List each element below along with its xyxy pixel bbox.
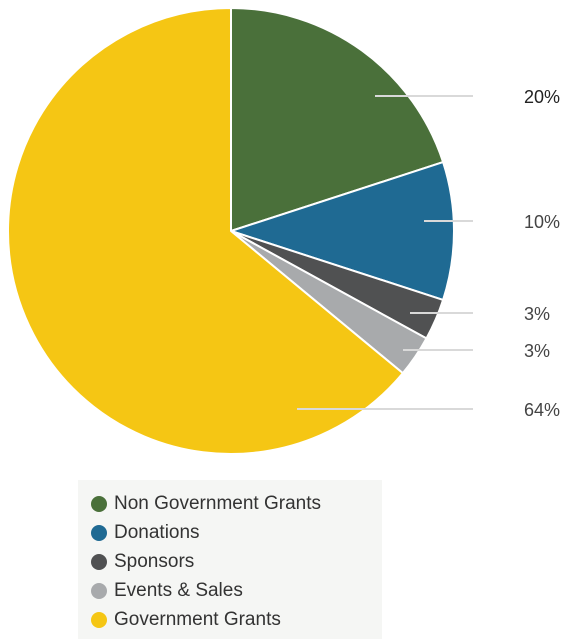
legend-item-events-and-sales: Events & Sales [91, 576, 382, 605]
percentage-labels: 20% 10% 3% 3% 64% [524, 87, 560, 420]
legend-swatch-non-government-grants [91, 495, 107, 512]
percent-label-government-grants: 64% [524, 400, 560, 420]
percent-label-events-and-sales: 3% [524, 341, 550, 361]
legend-label-sponsors: Sponsors [114, 550, 195, 572]
legend: Non Government Grants Donations Sponsors… [78, 480, 382, 639]
percent-label-non-government-grants: 20% [524, 87, 560, 107]
pie-slice-non-government-grants [230, 7, 445, 232]
pie-slice-government-grants [7, 7, 404, 455]
legend-swatch-sponsors [91, 553, 107, 570]
legend-item-donations: Donations [91, 518, 382, 547]
legend-swatch-government-grants [91, 611, 107, 628]
legend-item-non-government-grants: Non Government Grants [91, 489, 382, 518]
legend-item-sponsors: Sponsors [91, 547, 382, 576]
legend-swatch-donations [91, 524, 107, 541]
legend-label-non-government-grants: Non Government Grants [114, 492, 321, 514]
legend-label-events-and-sales: Events & Sales [114, 579, 243, 601]
pie-slice-donations [230, 161, 456, 301]
legend-label-government-grants: Government Grants [114, 608, 281, 630]
legend-label-donations: Donations [114, 521, 200, 543]
legend-swatch-events-and-sales [91, 582, 107, 599]
pie-slices [7, 7, 456, 455]
leader-lines [297, 95, 473, 410]
pie-chart: 20% 10% 3% 3% 64% [7, 7, 560, 455]
legend-item-government-grants: Government Grants [91, 605, 382, 634]
percent-label-donations: 10% [524, 212, 560, 232]
percent-label-sponsors: 3% [524, 304, 550, 324]
